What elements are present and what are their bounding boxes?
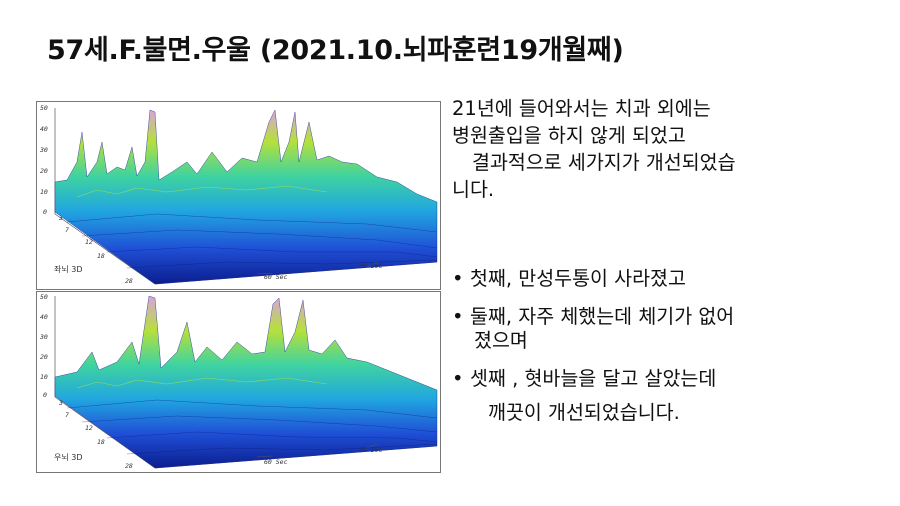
depth-tick: 3 — [58, 399, 63, 407]
y-tick: 30 — [39, 333, 48, 341]
list-item-text: 졌으며 — [474, 329, 528, 352]
list-item-text: 셋째 , 혓바늘을 달고 살았는데 — [470, 367, 717, 390]
y-tick: 20 — [40, 167, 48, 175]
y-tick: 30 — [39, 146, 48, 154]
depth-tick: 28 — [125, 277, 133, 285]
right-brain-3d-plot: 50 40 30 20 10 0 3 7 12 18 28 30 Sec 60 … — [36, 291, 441, 473]
depth-tick: 12 — [85, 424, 93, 432]
bullet-marker: • — [452, 267, 464, 290]
spectrogram-left: 50 40 30 20 10 0 3 7 12 18 28 30 Sec 60 … — [39, 104, 438, 285]
spectral-surface — [54, 109, 438, 285]
text-line: 결과적으로 세가지가 개선되었습 — [472, 151, 736, 174]
text-line: 21년에 들어와서는 치과 외에는 — [452, 97, 711, 120]
list-item-text: 둘째, 자주 체했는데 체기가 없어 — [470, 305, 735, 328]
y-tick: 50 — [40, 293, 48, 301]
bullet-marker: • — [452, 305, 464, 328]
depth-tick: 7 — [65, 411, 69, 419]
summary-paragraph: 21년에 들어와서는 치과 외에는 병원출입을 하지 않게 되었고 결과적으로 … — [452, 95, 872, 203]
text-line: 니다. — [452, 178, 495, 201]
y-tick: 10 — [40, 373, 48, 381]
y-tick: 20 — [40, 353, 48, 361]
list-item: • 둘째, 자주 체했는데 체기가 없어 졌으며 — [452, 305, 872, 353]
y-tick: 0 — [43, 208, 47, 216]
spectrogram-right: 50 40 30 20 10 0 3 7 12 18 28 30 Sec 60 … — [39, 293, 438, 470]
y-tick: 40 — [40, 313, 48, 321]
list-item-text: 첫째, 만성두통이 사라졌고 — [470, 267, 686, 290]
list-item: • 첫째, 만성두통이 사라졌고 — [452, 267, 872, 291]
y-tick: 10 — [40, 188, 48, 196]
y-tick: 40 — [40, 125, 48, 133]
improvement-list: • 첫째, 만성두통이 사라졌고 • 둘째, 자주 체했는데 체기가 없어 졌으… — [452, 267, 872, 439]
panel-label: 우뇌 3D — [54, 453, 83, 462]
time-tick: 60 Sec — [264, 458, 288, 466]
slide-title: 57세.F.불면.우울 (2021.10.뇌파훈련19개월째) — [47, 35, 624, 66]
depth-tick: 3 — [58, 214, 63, 222]
depth-tick: 7 — [65, 226, 69, 234]
text-line: 병원출입을 하지 않게 되었고 — [452, 124, 686, 147]
time-tick: 30 Sec — [358, 446, 383, 454]
y-tick: 0 — [43, 391, 47, 399]
panel-label: 좌뇌 3D — [54, 265, 83, 274]
list-item-text: 깨끗이 개선되었습니다. — [488, 401, 680, 424]
depth-tick: 18 — [97, 438, 105, 446]
time-tick: 30 Sec — [358, 262, 383, 270]
bullet-marker: • — [452, 367, 464, 390]
time-tick: 60 Sec — [264, 273, 288, 281]
depth-tick: 28 — [125, 462, 133, 470]
depth-tick: 18 — [97, 252, 105, 260]
left-brain-3d-plot: 50 40 30 20 10 0 3 7 12 18 28 30 Sec 60 … — [36, 101, 441, 290]
y-tick: 50 — [40, 104, 48, 112]
depth-tick: 12 — [85, 238, 93, 246]
list-item: • 셋째 , 혓바늘을 달고 살았는데 깨끗이 개선되었습니다. — [452, 367, 872, 425]
